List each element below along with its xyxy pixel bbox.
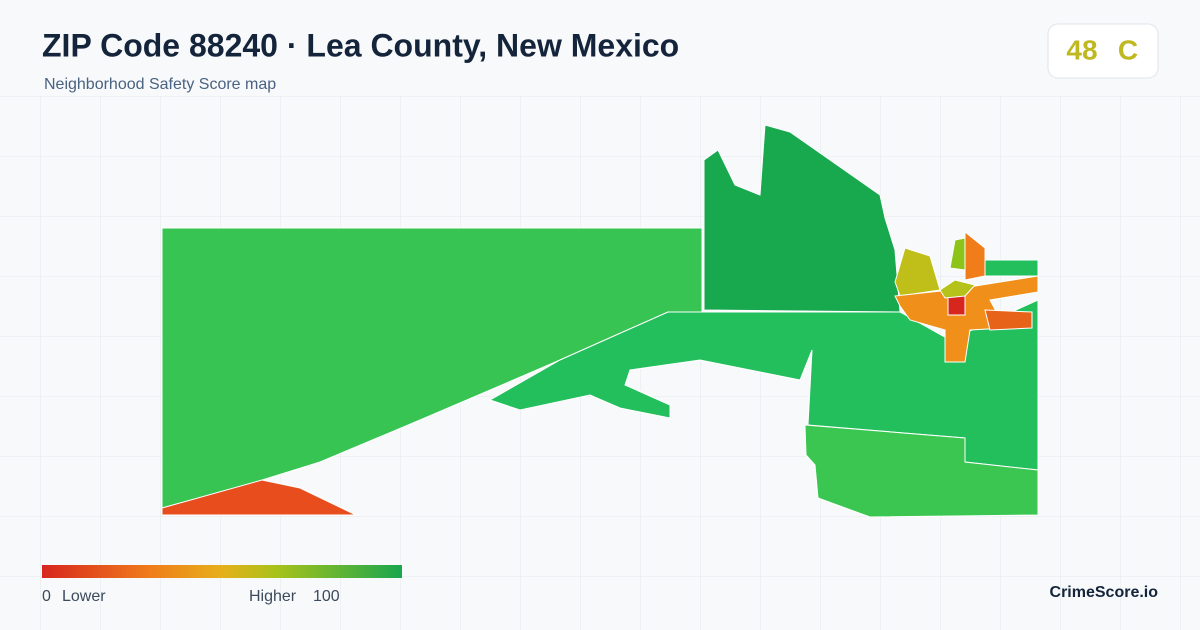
area (984, 309, 1033, 331)
legend-min: 0 (42, 588, 51, 605)
area (984, 259, 1039, 277)
area (939, 279, 976, 299)
area (804, 424, 1039, 518)
title: ZIP Code 88240 · Lea County, New Mexico (42, 27, 679, 63)
score-badge (1047, 23, 1159, 79)
grade: C (1118, 34, 1138, 65)
area (488, 299, 1039, 471)
area (949, 237, 966, 271)
legend-min-label: Lower (62, 588, 106, 605)
brand: CrimeScore.io (1050, 584, 1159, 601)
legend-max: 100 (313, 588, 340, 605)
subtitle: Neighborhood Safety Score map (44, 76, 276, 93)
score: 48 (1066, 34, 1097, 65)
area (161, 479, 357, 516)
area (703, 124, 901, 313)
area (947, 294, 966, 316)
legend-max-label: Higher (249, 588, 297, 605)
legend-scale (42, 565, 402, 578)
map (161, 124, 1039, 518)
